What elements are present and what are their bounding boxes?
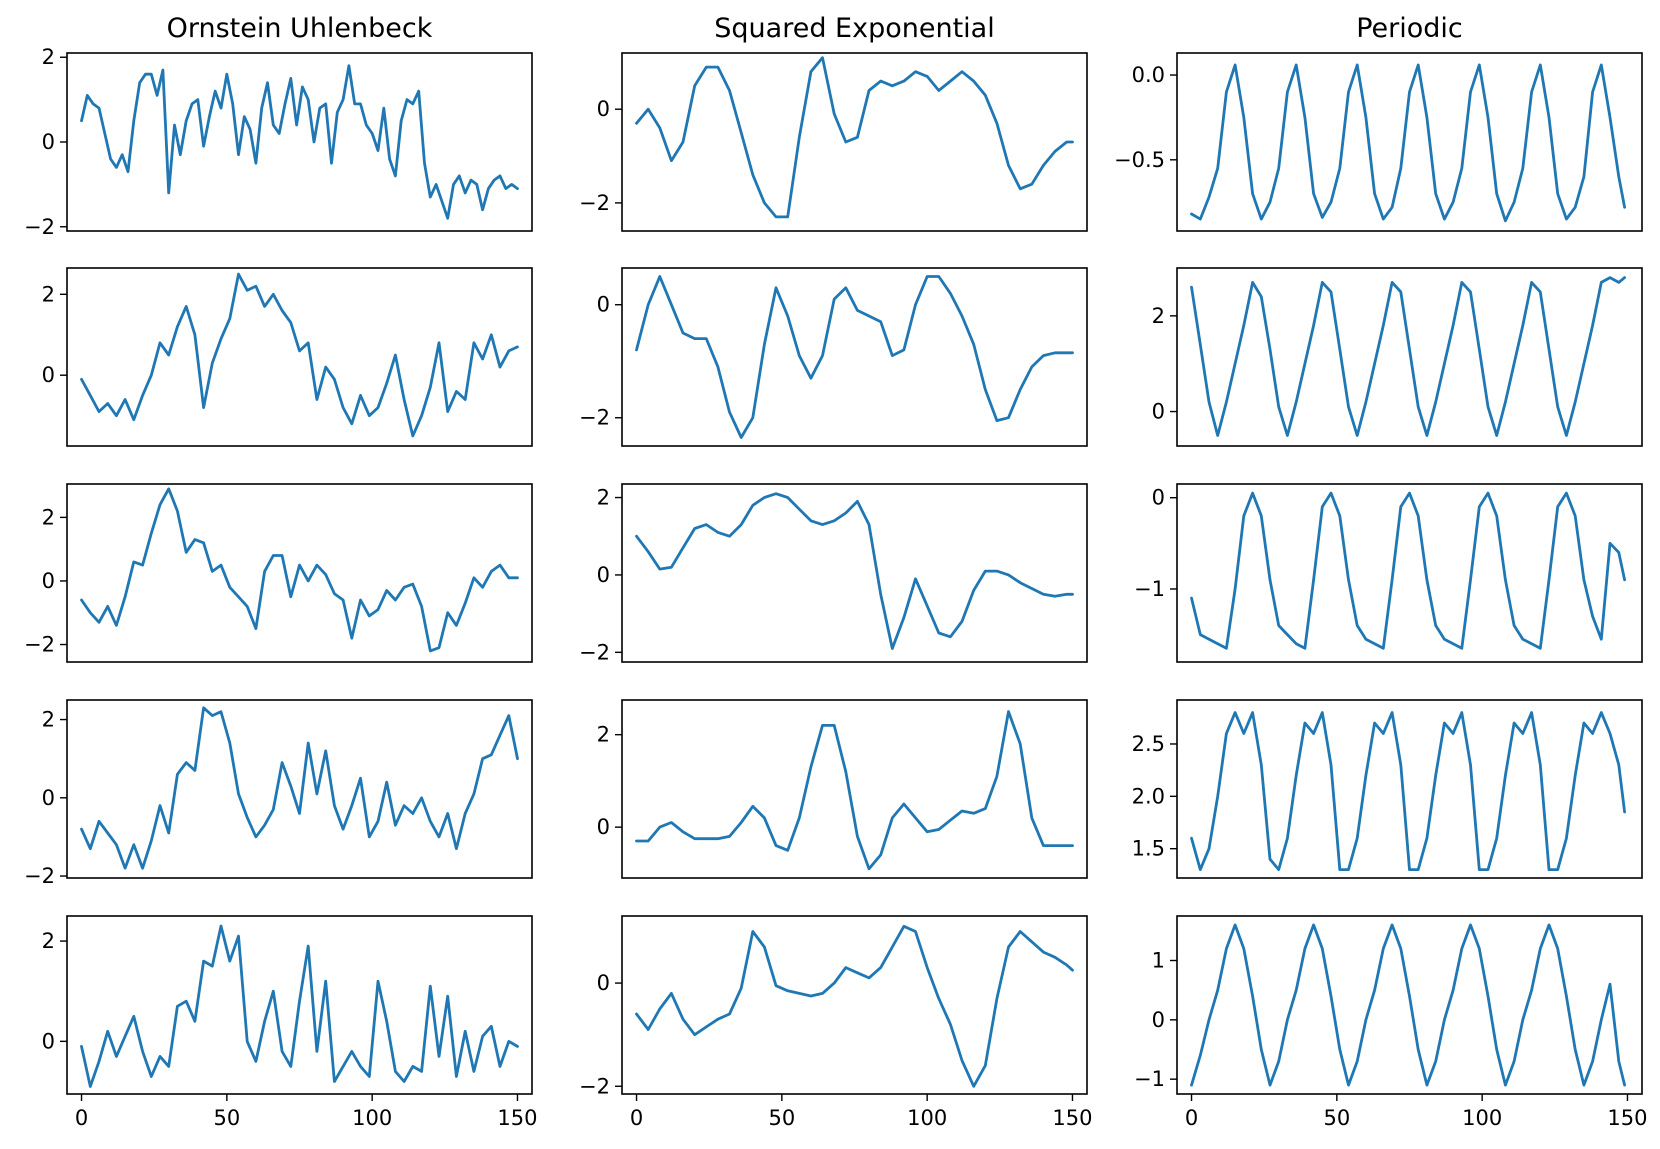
subplot-periodic-row-1: −0.5 0.0 Periodic (1114, 13, 1643, 232)
y-tick-label: 0 (597, 971, 610, 995)
axes-frame (621, 699, 1088, 879)
axes-frame (1176, 52, 1643, 232)
y-tick-label: 2 (597, 486, 610, 510)
axes-frame (1176, 915, 1643, 1095)
y-tick-label: −2 (24, 215, 55, 239)
y-tick-label: 2 (42, 708, 55, 732)
subplot-squared-exponential-row-3: −2 0 2 (579, 483, 1088, 664)
subplot-squared-exponential-row-5: −2 0 0 50 100 150 (579, 915, 1093, 1130)
y-tick-label: −2 (579, 191, 610, 215)
y-tick-label: 0 (1152, 486, 1165, 510)
y-tick-label: 0 (597, 563, 610, 587)
series-line-squared-exponential-row-3 (635, 492, 1074, 650)
series-line-ornstein-uhlenbeck-row-1 (80, 64, 519, 220)
y-tick-label: 2 (42, 505, 55, 529)
series-line-squared-exponential-row-1 (635, 56, 1074, 219)
axes-frame (621, 915, 1088, 1095)
y-tick-label: −2 (24, 633, 55, 657)
axes-frame (1176, 267, 1643, 447)
x-tick-label: 150 (1052, 1106, 1092, 1130)
y-tick-label: 0 (42, 363, 55, 387)
series-line-squared-exponential-row-4 (635, 710, 1074, 871)
x-tick-label: 50 (1323, 1106, 1350, 1130)
axes-frame (1176, 699, 1643, 879)
x-tick-label: 100 (352, 1106, 392, 1130)
y-tick-label: 2 (42, 282, 55, 306)
y-tick-label: 0 (42, 569, 55, 593)
y-tick-label: 2.0 (1132, 784, 1165, 808)
column-title-periodic: Periodic (1356, 13, 1463, 44)
y-tick-label: 0 (1152, 1008, 1165, 1032)
axes-frame (1176, 483, 1643, 663)
x-tick-label: 0 (1185, 1106, 1198, 1130)
axes-frame (621, 52, 1088, 232)
series-line-squared-exponential-row-5 (635, 924, 1074, 1088)
y-tick-label: −2 (579, 1074, 610, 1098)
subplot-squared-exponential-row-1: −2 0 Squared Exponential (579, 13, 1088, 232)
series-line-ornstein-uhlenbeck-row-5 (80, 924, 519, 1088)
subplot-squared-exponential-row-2: −2 0 (579, 267, 1088, 447)
axes-frame (621, 483, 1088, 663)
axes-frame (66, 699, 533, 879)
y-tick-label: 0 (597, 815, 610, 839)
y-tick-label: 0 (597, 293, 610, 317)
x-tick-label: 150 (497, 1106, 537, 1130)
series-line-ornstein-uhlenbeck-row-3 (80, 487, 519, 653)
subplot-periodic-row-4: 1.5 2.0 2.5 (1132, 699, 1643, 879)
axes-frame (66, 483, 533, 663)
series-line-ornstein-uhlenbeck-row-4 (80, 706, 519, 870)
subplot-ornstein-uhlenbeck-row-5: 0 2 0 50 100 150 (42, 915, 538, 1130)
axes-frame (621, 267, 1088, 447)
column-title-squared-exponential: Squared Exponential (714, 13, 994, 44)
y-tick-label: 0 (597, 97, 610, 121)
y-tick-label: −2 (24, 864, 55, 888)
y-tick-label: 2 (42, 929, 55, 953)
series-line-squared-exponential-row-2 (635, 275, 1074, 439)
series-line-ornstein-uhlenbeck-row-2 (80, 272, 519, 438)
x-tick-label: 100 (907, 1106, 947, 1130)
subplot-ornstein-uhlenbeck-row-2: 02 (42, 267, 533, 447)
y-tick-label: −0.5 (1114, 148, 1165, 172)
y-tick-label: 0 (42, 1029, 55, 1053)
subplot-squared-exponential-row-4: 02 (597, 699, 1088, 879)
x-tick-label: 0 (75, 1106, 88, 1130)
y-tick-label: 2.5 (1132, 732, 1165, 756)
x-tick-label: 100 (1462, 1106, 1502, 1130)
series-line-periodic-row-5 (1190, 923, 1626, 1087)
series-line-periodic-row-3 (1190, 491, 1626, 650)
subplot-ornstein-uhlenbeck-row-1: −2 0 2 Ornstein Uhlenbeck (24, 13, 533, 239)
y-tick-label: −2 (579, 406, 610, 430)
column-title-ornstein-uhlenbeck: Ornstein Uhlenbeck (167, 13, 433, 44)
y-tick-label: −2 (579, 640, 610, 664)
series-line-periodic-row-1 (1190, 63, 1626, 223)
axes-frame (66, 915, 533, 1095)
y-tick-label: 0.0 (1132, 63, 1165, 87)
y-tick-label: 1.5 (1132, 837, 1165, 861)
axes-frame (66, 267, 533, 447)
y-tick-label: 2 (597, 723, 610, 747)
y-tick-label: −1 (1134, 1067, 1165, 1091)
subplot-periodic-row-2: 02 (1152, 267, 1643, 447)
series-line-periodic-row-2 (1190, 276, 1626, 437)
axes-frame (66, 52, 533, 232)
y-tick-label: 0 (42, 786, 55, 810)
y-tick-label: 0 (42, 130, 55, 154)
subplot-periodic-row-5: −1 0 1 0 50 100 150 (1134, 915, 1648, 1130)
x-tick-label: 0 (630, 1106, 643, 1130)
y-tick-label: 2 (42, 45, 55, 69)
subplot-periodic-row-3: −1 0 (1134, 483, 1643, 663)
subplot-ornstein-uhlenbeck-row-3: −2 0 2 (24, 483, 533, 663)
y-tick-label: −1 (1134, 577, 1165, 601)
x-tick-label: 50 (768, 1106, 795, 1130)
y-tick-label: 1 (1152, 949, 1165, 973)
x-tick-label: 150 (1607, 1106, 1647, 1130)
subplot-ornstein-uhlenbeck-row-4: −2 0 2 (24, 699, 533, 888)
x-tick-label: 50 (213, 1106, 240, 1130)
series-line-periodic-row-4 (1190, 711, 1626, 871)
y-tick-label: 2 (1152, 304, 1165, 328)
y-tick-label: 0 (1152, 400, 1165, 424)
